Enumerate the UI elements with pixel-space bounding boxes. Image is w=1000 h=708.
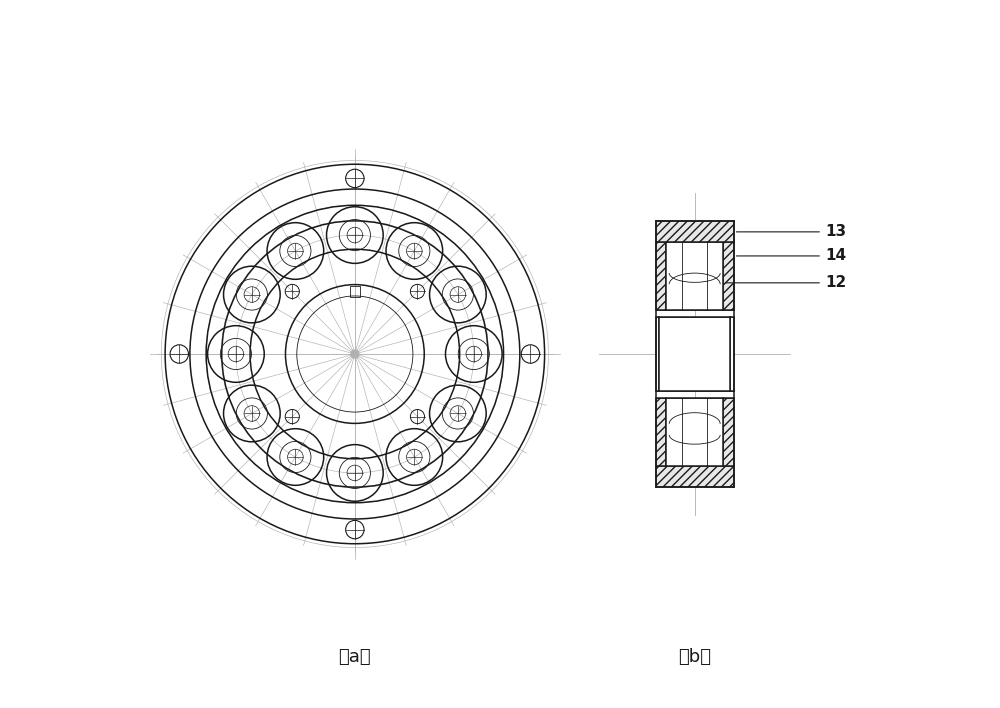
Text: （a）: （a） [339, 648, 371, 666]
Bar [659, 317, 730, 391]
Text: （b）: （b） [678, 648, 711, 666]
Text: 13: 13 [826, 224, 847, 239]
Bar [666, 242, 723, 310]
Bar [656, 221, 734, 242]
Bar [350, 286, 360, 297]
Bar [656, 398, 666, 466]
Bar [656, 242, 666, 310]
Bar [723, 242, 734, 310]
Bar [730, 317, 734, 391]
Text: 14: 14 [826, 249, 847, 263]
Bar [666, 398, 723, 466]
Bar [656, 466, 734, 487]
Bar [723, 398, 734, 466]
Circle shape [351, 350, 359, 358]
Text: 12: 12 [826, 275, 847, 290]
Bar [656, 317, 659, 391]
